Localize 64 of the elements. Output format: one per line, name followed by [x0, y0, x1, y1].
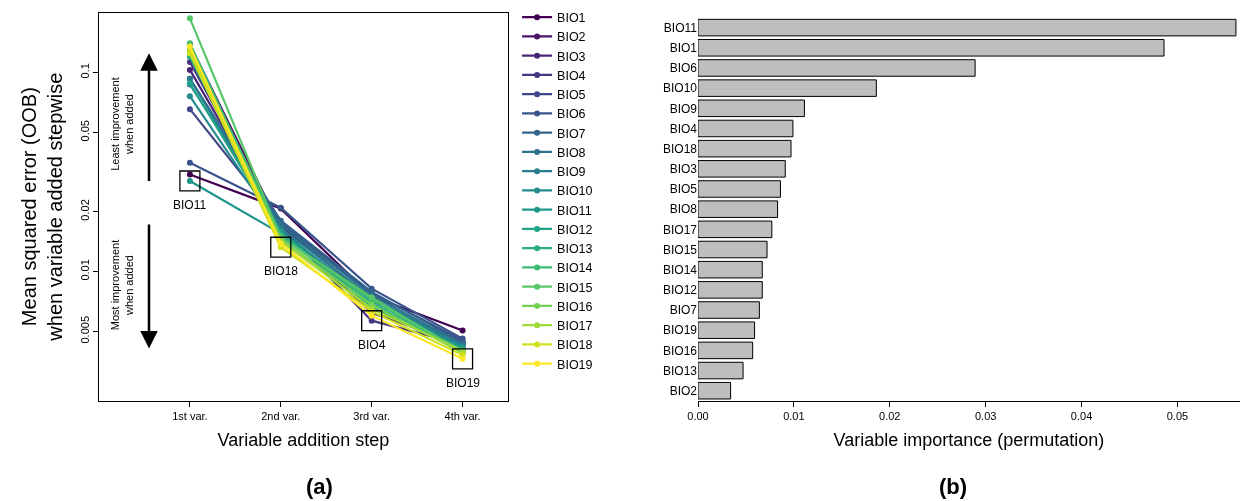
- legend-label: BIO15: [557, 280, 593, 295]
- x-tick-label: 4th var.: [444, 410, 481, 422]
- legend-label: BIO11: [557, 203, 592, 218]
- x-tick-label: 2nd var.: [261, 410, 301, 422]
- legend-label: BIO8: [557, 145, 586, 160]
- x-axis-title: Variable addition step: [217, 430, 390, 451]
- legend-label: BIO7: [557, 126, 586, 141]
- y-tick-label: BIO17: [662, 222, 698, 237]
- legend-label: BIO6: [557, 107, 586, 122]
- x-tick-label: 0.05: [1166, 410, 1189, 422]
- legend-label: BIO5: [557, 88, 586, 102]
- y-tick-label: BIO8: [669, 202, 698, 217]
- y-tick-label: BIO11: [663, 20, 698, 35]
- y-tick-label: BIO13: [662, 363, 698, 378]
- x-tick-label: 3rd var.: [353, 410, 391, 422]
- y-tick-label: BIO4: [669, 121, 698, 136]
- y-tick-label: BIO16: [662, 343, 698, 358]
- legend-label: BIO10: [557, 184, 593, 199]
- legend-label: BIO12: [557, 222, 593, 237]
- text: (b): [939, 474, 968, 499]
- legend-label: BIO13: [557, 242, 593, 257]
- y-tick-label: BIO9: [669, 101, 698, 116]
- y-tick-label: 0.02: [78, 199, 91, 221]
- y-tick-label: 0.005: [78, 315, 91, 344]
- annotation: Least improvement when added: [108, 77, 135, 171]
- y-tick-label: BIO18: [662, 141, 698, 156]
- x-tick-label: 0.03: [974, 410, 997, 422]
- annotation: BIO18: [264, 264, 299, 278]
- annotation: BIO4: [358, 338, 386, 352]
- legend-label: BIO14: [557, 261, 593, 276]
- annotation: Most improvement when added: [109, 239, 136, 331]
- annotation: BIO11: [173, 198, 207, 212]
- legend-label: BIO16: [557, 299, 593, 314]
- y-tick-label: 0.1: [78, 63, 91, 79]
- y-tick-label: 0.05: [78, 119, 91, 142]
- y-tick-label: BIO19: [662, 323, 698, 338]
- y-tick-label: BIO12: [662, 283, 698, 298]
- y-tick-label: BIO14: [662, 262, 698, 277]
- y-tick-label: 0.01: [78, 259, 91, 281]
- y-axis-title: Mean squared error (OOB) when variable added stepwise: [18, 72, 67, 342]
- x-tick-label: 0.01: [783, 410, 805, 422]
- x-tick-label: 1st var.: [172, 410, 208, 422]
- text: (a): [306, 474, 333, 499]
- y-tick-label: BIO6: [669, 61, 698, 76]
- x-tick-label: 0.02: [879, 410, 901, 422]
- x-tick-label: 0.00: [687, 410, 709, 422]
- y-tick-label: BIO10: [662, 81, 698, 96]
- y-tick-label: BIO5: [669, 182, 698, 197]
- y-tick-label: BIO7: [669, 303, 698, 318]
- x-tick-label: 0.04: [1070, 410, 1093, 422]
- legend-label: BIO19: [557, 357, 593, 372]
- y-tick-label: BIO3: [669, 162, 698, 177]
- legend-label: BIO18: [557, 338, 593, 353]
- y-tick-label: BIO15: [662, 242, 698, 257]
- annotation: BIO19: [446, 376, 481, 390]
- legend-label: BIO17: [557, 319, 593, 334]
- legend-label: BIO9: [557, 165, 586, 180]
- legend-label: BIO2: [557, 30, 586, 45]
- legend-label: BIO4: [557, 68, 586, 83]
- legend-label: BIO3: [557, 49, 586, 64]
- x-axis-title: Variable importance (permutation): [833, 430, 1105, 451]
- legend-label: BIO1: [557, 11, 586, 26]
- y-tick-label: BIO2: [669, 383, 698, 398]
- y-tick-label: BIO1: [669, 40, 698, 55]
